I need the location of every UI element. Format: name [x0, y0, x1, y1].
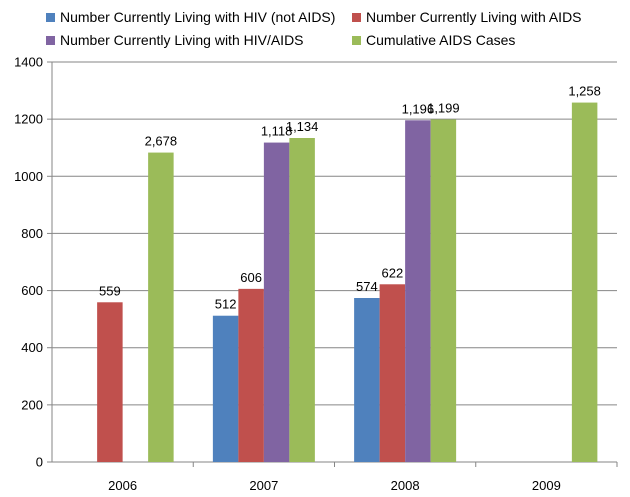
x-tick-label: 2006	[108, 478, 137, 493]
y-tick-label: 1000	[14, 169, 43, 184]
x-tick-label: 2008	[391, 478, 420, 493]
data-label: 512	[215, 297, 237, 312]
y-tick-label: 800	[21, 226, 43, 241]
legend-swatch	[46, 36, 55, 45]
data-label: 1,196	[402, 101, 435, 116]
legend-label: Number Currently Living with HIV/AIDS	[60, 32, 304, 48]
bar	[212, 315, 239, 462]
legend-swatch	[352, 36, 361, 45]
y-tick-label: 600	[21, 283, 43, 298]
y-tick-label: 200	[21, 397, 43, 412]
bar	[148, 152, 174, 463]
data-label: 1,118	[261, 124, 293, 139]
data-label: 1,134	[286, 119, 319, 134]
x-tick-labels: 2006 2007 2008 2009	[108, 478, 561, 493]
y-tick-label: 1400	[14, 55, 43, 70]
x-tick-label: 2007	[249, 478, 278, 493]
data-label: 1,258	[568, 84, 601, 99]
legend-label: Number Currently Living with AIDS	[366, 9, 582, 25]
bar	[571, 102, 598, 463]
bars	[97, 102, 598, 463]
axes	[51, 62, 618, 467]
legend-swatch	[46, 13, 55, 22]
data-label: 2,678	[145, 134, 178, 149]
legend-label: Number Currently Living with HIV (not AI…	[60, 9, 335, 25]
gridlines	[47, 61, 617, 463]
data-label: 1,199	[427, 100, 460, 115]
bar	[289, 138, 315, 462]
bar	[405, 120, 431, 463]
y-tick-labels: 0 200 400 600 800 1000 1200 1400	[14, 55, 43, 470]
data-label: 574	[356, 279, 378, 294]
bar	[263, 142, 290, 463]
legend-swatch	[352, 13, 361, 22]
data-label: 606	[240, 270, 262, 285]
bar	[238, 288, 264, 462]
bar	[379, 284, 406, 462]
data-label: 622	[382, 265, 404, 280]
y-tick-label: 1200	[14, 112, 43, 127]
bar	[97, 302, 123, 462]
y-tick-label: 0	[36, 455, 43, 470]
y-tick-label: 400	[21, 340, 43, 355]
legend-label: Cumulative AIDS Cases	[366, 32, 515, 48]
legend: Number Currently Living with HIV (not AI…	[46, 9, 582, 48]
bar	[430, 119, 457, 462]
x-tick-label: 2009	[532, 478, 561, 493]
bar	[354, 298, 380, 462]
data-label: 559	[99, 283, 121, 298]
